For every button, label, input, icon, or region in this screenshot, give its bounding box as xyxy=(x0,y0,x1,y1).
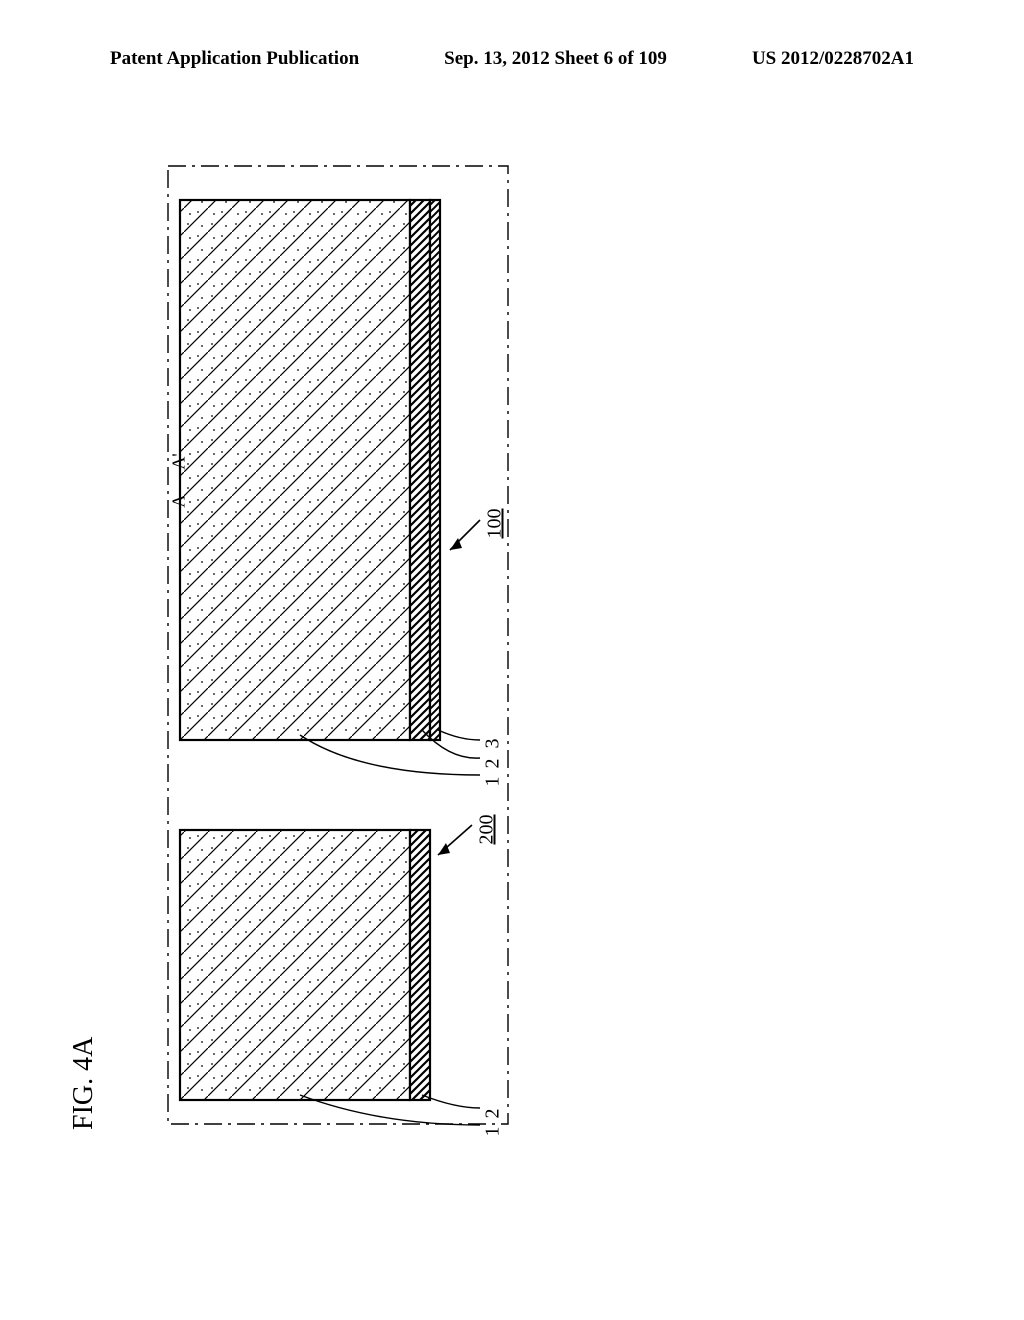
figure-container: FIG. 4A xyxy=(160,160,720,1130)
header-doc-number: US 2012/0228702A1 xyxy=(752,48,914,70)
region-200-group xyxy=(180,830,430,1100)
section-label: A — A' xyxy=(169,453,190,507)
r200-layer-1-label: 1 xyxy=(482,1127,505,1137)
cross-section-diagram xyxy=(160,160,720,1130)
r200-layer-2-label: 2 xyxy=(482,1109,505,1119)
header-publication-type: Patent Application Publication xyxy=(110,48,359,70)
region-200-label: 200 xyxy=(476,815,499,845)
figure-label: FIG. 4A xyxy=(68,1037,100,1130)
page-header: Patent Application Publication Sep. 13, … xyxy=(0,48,1024,70)
header-date-sheet: Sep. 13, 2012 Sheet 6 of 109 xyxy=(444,48,667,70)
r100-layer-3-label: 3 xyxy=(482,739,505,749)
region-100-group xyxy=(180,200,440,740)
r100-layer-2-label: 2 xyxy=(482,759,505,769)
r100-layer-1-label: 1 xyxy=(482,777,505,787)
region-100-label: 100 xyxy=(484,509,507,539)
